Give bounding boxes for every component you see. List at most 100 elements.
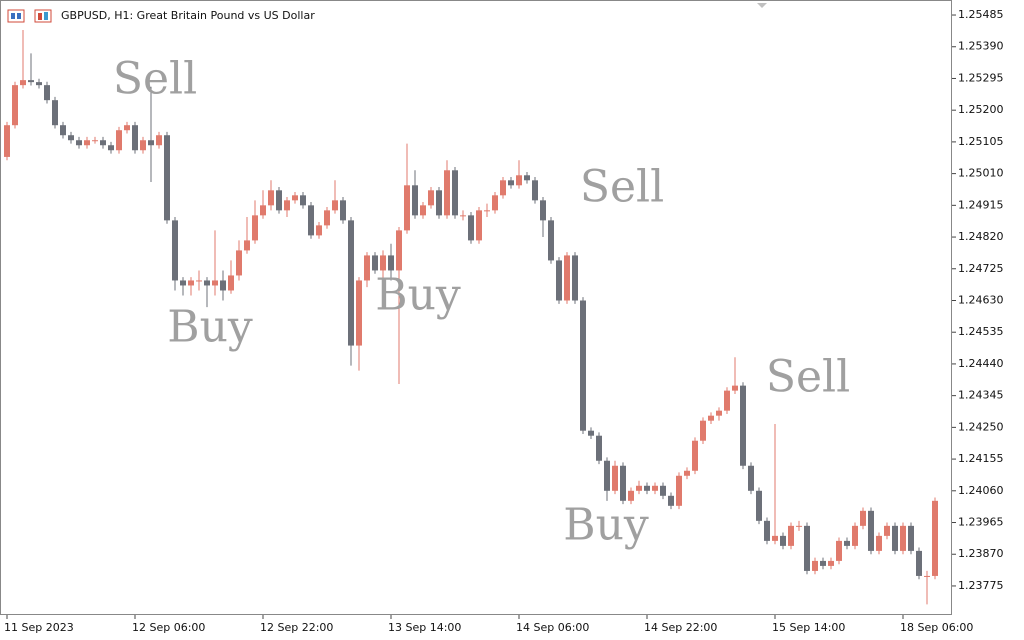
- y-tick-label: 1.24915: [958, 198, 1004, 211]
- candle-body: [876, 535, 882, 551]
- candle-body: [436, 190, 442, 216]
- candle-body: [932, 500, 938, 576]
- candle-body: [100, 140, 106, 146]
- candle-body: [580, 300, 586, 431]
- symbol-icons: [7, 9, 52, 23]
- candle-body: [108, 145, 114, 151]
- candle-body: [708, 415, 714, 421]
- candle-body: [820, 560, 826, 566]
- candle-body: [220, 280, 226, 291]
- candle-body: [52, 100, 58, 126]
- candle-body: [124, 125, 130, 131]
- candle-body: [364, 255, 370, 281]
- candle-body: [716, 410, 722, 416]
- candle-body: [268, 190, 274, 206]
- candle-body: [620, 465, 626, 501]
- candle-body: [812, 560, 818, 571]
- candle-body: [372, 255, 378, 271]
- candle-body: [92, 140, 98, 142]
- candle-body: [684, 470, 690, 476]
- y-tick-label: 1.23870: [958, 547, 1004, 560]
- candle-body: [492, 195, 498, 211]
- y-tick-label: 1.24345: [958, 389, 1004, 402]
- y-tick-label: 1.24155: [958, 452, 1004, 465]
- icon: [38, 13, 42, 20]
- candle-body: [148, 140, 154, 146]
- candle-body: [748, 465, 754, 491]
- candle-body: [524, 175, 530, 181]
- candle-body: [412, 185, 418, 216]
- candle-body: [644, 485, 650, 491]
- candle-body: [692, 440, 698, 471]
- annotation: Sell: [580, 162, 664, 213]
- chart-title: GBPUSD, H1: Great Britain Pound vs US Do…: [61, 9, 315, 22]
- candle-body: [724, 390, 730, 411]
- candle-body: [868, 510, 874, 551]
- annotation: Sell: [113, 54, 197, 105]
- candle-body: [732, 385, 738, 391]
- candle-body: [444, 170, 450, 216]
- candle-body: [68, 135, 74, 141]
- candle-body: [612, 465, 618, 491]
- candle-body: [636, 485, 642, 491]
- candle-body: [460, 215, 466, 217]
- candle-body: [740, 385, 746, 466]
- candle-body: [316, 225, 322, 236]
- candle-body: [796, 525, 802, 527]
- x-tick-label: 12 Sep 22:00: [260, 621, 333, 634]
- candle-body: [324, 210, 330, 226]
- candle-body: [700, 420, 706, 441]
- candle-body: [244, 240, 250, 251]
- candle-body: [884, 525, 890, 536]
- candle-body: [548, 220, 554, 261]
- y-tick-label: 1.25390: [958, 40, 1004, 53]
- y-tick-label: 1.25485: [958, 8, 1004, 21]
- candle-body: [516, 175, 522, 186]
- x-tick-label: 14 Sep 06:00: [516, 621, 589, 634]
- candle-body: [660, 485, 666, 496]
- candle-body: [828, 560, 834, 566]
- x-tick-label: 18 Sep 06:00: [900, 621, 973, 634]
- x-tick-label: 15 Sep 14:00: [772, 621, 845, 634]
- icon: [34, 9, 52, 23]
- y-tick-label: 1.24440: [958, 357, 1004, 370]
- candle-body: [332, 200, 338, 211]
- candle-body: [596, 435, 602, 461]
- candle-body: [20, 80, 26, 86]
- icon: [17, 13, 21, 19]
- candle-body: [164, 135, 170, 221]
- annotation: Buy: [167, 302, 253, 353]
- y-tick-label: 1.25010: [958, 167, 1004, 180]
- candle-body: [908, 525, 914, 551]
- candle-body: [396, 230, 402, 271]
- candle-body: [860, 510, 866, 526]
- icon: [7, 9, 25, 23]
- candle-body: [76, 140, 82, 146]
- candle-body: [468, 215, 474, 241]
- candle-body: [556, 260, 562, 301]
- candle-body: [300, 195, 306, 206]
- candle-body: [652, 485, 658, 491]
- y-tick-label: 1.24060: [958, 484, 1004, 497]
- candle-body: [668, 495, 674, 506]
- y-tick-label: 1.24725: [958, 262, 1004, 275]
- candle-body: [508, 180, 514, 186]
- candle-body: [892, 525, 898, 551]
- candle-body: [308, 205, 314, 236]
- candle-body: [212, 280, 218, 286]
- x-tick-label: 14 Sep 22:00: [644, 621, 717, 634]
- candle-body: [540, 200, 546, 221]
- annotation: Sell: [766, 352, 850, 403]
- candle-body: [676, 475, 682, 506]
- candle-body: [772, 535, 778, 541]
- candle-body: [132, 125, 138, 151]
- candle-body: [36, 82, 42, 86]
- y-tick-label: 1.24535: [958, 325, 1004, 338]
- candle-body: [188, 280, 194, 286]
- candle-body: [228, 275, 234, 291]
- candle-body: [356, 280, 362, 346]
- candle-body: [28, 80, 34, 83]
- x-tick-label: 13 Sep 14:00: [388, 621, 461, 634]
